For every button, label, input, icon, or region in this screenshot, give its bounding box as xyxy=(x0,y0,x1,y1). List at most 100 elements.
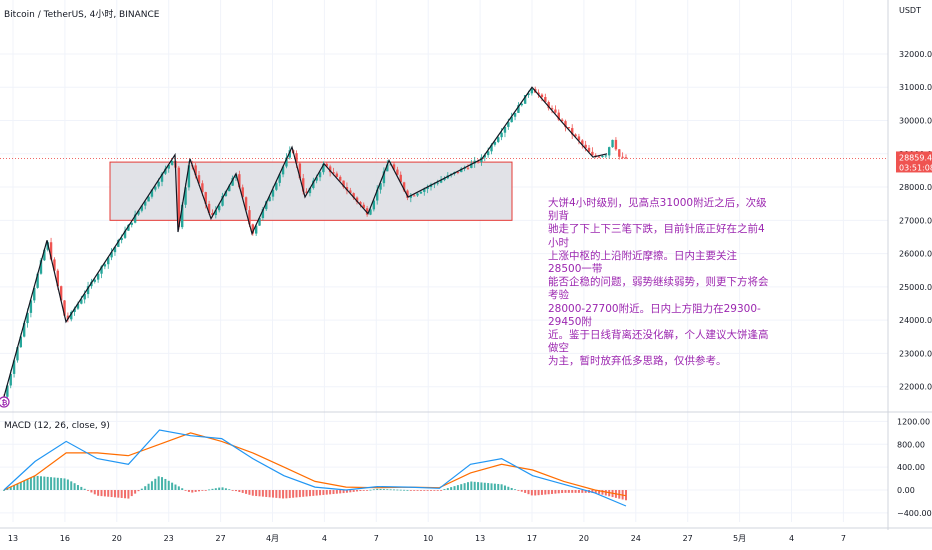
candle-body xyxy=(396,169,399,175)
macd-histogram-bar xyxy=(487,483,490,490)
macd-histogram-bar xyxy=(446,488,449,490)
candle-body xyxy=(601,155,604,158)
macd-histogram-bar xyxy=(598,490,601,494)
macd-histogram-bar xyxy=(403,489,406,491)
macd-histogram-bar xyxy=(292,490,295,498)
macd-histogram-bar xyxy=(120,490,123,498)
candle-body xyxy=(261,209,265,219)
macd-histogram-bar xyxy=(107,490,110,497)
macd-histogram-bar xyxy=(23,480,26,490)
macd-histogram-bar xyxy=(278,490,281,499)
candle-body xyxy=(618,149,621,157)
candle-body xyxy=(607,147,611,156)
candle-body xyxy=(73,308,76,312)
candle-body xyxy=(258,218,261,226)
macd-histogram-bar xyxy=(103,490,106,497)
candle-body xyxy=(234,174,238,178)
macd-histogram-bar xyxy=(43,476,46,490)
candle-body xyxy=(298,163,302,179)
candle-body xyxy=(201,183,204,193)
candle-body xyxy=(167,164,170,169)
candle-body xyxy=(96,273,100,280)
macd-histogram-bar xyxy=(429,490,432,491)
macd-histogram-bar xyxy=(36,475,39,490)
macd-histogram-bar xyxy=(352,490,355,492)
macd-histogram-bar xyxy=(369,489,372,491)
candle-body xyxy=(587,147,591,152)
candle-body xyxy=(184,187,187,205)
macd-histogram-bar xyxy=(100,490,103,497)
candle-body xyxy=(12,360,16,374)
note-line: 驰走了下上下三笔下跌，目前针底正好在之前4小时 xyxy=(548,223,765,249)
macd-histogram-bar xyxy=(540,490,543,495)
macd-histogram-bar xyxy=(302,490,305,497)
macd-histogram-bar xyxy=(584,490,587,493)
candle-body xyxy=(53,259,56,271)
candle-body xyxy=(325,163,328,167)
macd-histogram-bar xyxy=(198,490,201,492)
svg-text:₿: ₿ xyxy=(2,399,8,407)
x-tick-label: 20 xyxy=(579,534,589,543)
macd-histogram-bar xyxy=(450,487,453,490)
macd-histogram-bar xyxy=(63,478,66,490)
candle-body xyxy=(540,94,544,98)
candle-body xyxy=(117,240,120,247)
candle-body xyxy=(500,132,503,138)
macd-histogram-bar xyxy=(154,478,157,490)
macd-histogram-bar xyxy=(3,490,5,491)
macd-histogram-bar xyxy=(473,481,476,490)
macd-histogram-bar xyxy=(393,489,396,491)
macd-histogram-bar xyxy=(399,489,402,491)
x-tick-label: 24 xyxy=(631,534,641,543)
macd-histogram-bar xyxy=(56,477,59,490)
candle-body xyxy=(362,204,365,209)
candle-body xyxy=(527,93,530,96)
candle-body xyxy=(493,141,497,145)
macd-histogram-bar xyxy=(238,490,241,493)
macd-histogram-bar xyxy=(305,490,308,497)
candle-body xyxy=(439,180,443,183)
macd-histogram-bar xyxy=(396,489,399,491)
candle-body xyxy=(107,257,110,265)
candle-body xyxy=(214,210,218,216)
x-tick-label: 5月 xyxy=(733,534,746,543)
candle-body xyxy=(560,119,564,122)
candle-body xyxy=(483,155,486,158)
macd-histogram-bar xyxy=(187,490,190,492)
macd-histogram-bar xyxy=(201,490,204,491)
wave-line xyxy=(3,86,608,397)
macd-histogram-bar xyxy=(537,490,540,496)
candle-body xyxy=(265,201,268,210)
macd-histogram-bar xyxy=(6,488,9,490)
candle-body xyxy=(56,270,59,287)
candle-body xyxy=(63,300,66,316)
candle-body xyxy=(140,205,144,211)
candle-body xyxy=(308,188,312,194)
candle-body xyxy=(211,213,214,216)
candle-body xyxy=(332,172,335,174)
candle-body xyxy=(228,185,231,192)
macd-y-tick-label: 1200.00 xyxy=(897,417,930,426)
note-line: 上涨中枢的上沿附近摩擦。日内主要关注28500一带 xyxy=(548,249,737,276)
candle-body xyxy=(150,189,154,197)
macd-histogram-bar xyxy=(557,490,560,494)
macd-histogram-bar xyxy=(164,478,167,490)
candle-body xyxy=(281,166,285,175)
candle-body xyxy=(537,92,540,95)
wave-polyline xyxy=(3,86,608,397)
candle-body xyxy=(19,336,23,348)
macd-histogram-bar xyxy=(147,483,150,490)
macd-histogram-bar xyxy=(547,490,550,495)
candle-body xyxy=(611,139,614,148)
candle-body xyxy=(564,121,567,128)
macd-histogram-bar xyxy=(386,489,389,491)
candle-body xyxy=(49,242,53,260)
candle-body xyxy=(244,197,248,211)
macd-histogram-bar xyxy=(356,490,359,492)
macd-histogram-bar xyxy=(144,486,147,490)
candle-body xyxy=(33,287,36,301)
candle-body xyxy=(177,167,181,228)
